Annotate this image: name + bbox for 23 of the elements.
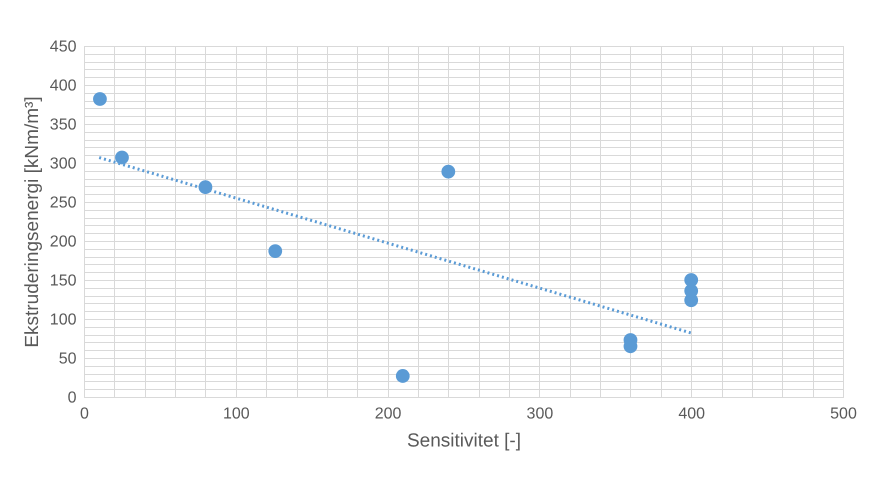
point	[268, 244, 282, 258]
x-axis-title: Sensitivitet [-]	[406, 430, 522, 452]
x-tick-label: 200	[374, 406, 402, 422]
y-tick-label: 350	[50, 116, 77, 134]
y-tick-label: 200	[50, 234, 77, 250]
x-tick-label: 300	[526, 406, 554, 422]
x-tick-label: 0	[80, 406, 90, 422]
y-tick-label: 100	[50, 312, 77, 328]
x-tick-label: 100	[222, 406, 250, 422]
point	[93, 92, 107, 106]
y-tick-label: 250	[50, 194, 77, 212]
x-tick-label: 400	[678, 406, 706, 422]
y-tick-label: 50	[58, 350, 77, 368]
y-tick-label: 150	[50, 272, 77, 290]
point	[441, 164, 456, 178]
y-tick-label: 400	[50, 78, 77, 94]
x-tick-label: 500	[830, 406, 857, 422]
y-tick-label: 0	[68, 390, 77, 406]
y-tick-label: 300	[50, 156, 77, 172]
y-tick-label: 450	[50, 38, 77, 56]
y-axis-title: Ekstruderingsenergi [kNm/m³]	[22, 96, 43, 348]
point	[396, 369, 410, 383]
point	[115, 150, 129, 164]
